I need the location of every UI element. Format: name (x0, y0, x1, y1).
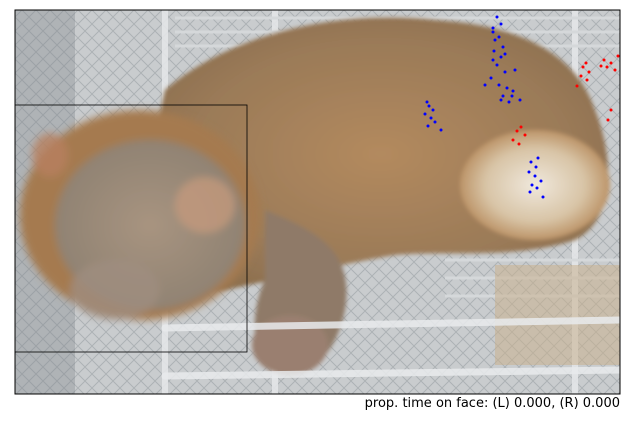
gaze-point-0-15 (510, 94, 514, 98)
face-time-caption: prop. time on face: (L) 0.000, (R) 0.000 (364, 396, 620, 411)
gaze-point-1-4 (585, 78, 589, 82)
gaze-point-1-9 (616, 54, 620, 58)
gaze-point-0-41 (518, 98, 522, 102)
gaze-point-1-14 (511, 138, 515, 142)
gaze-point-1-17 (609, 108, 613, 112)
gaze-point-0-28 (534, 165, 538, 169)
gaze-point-0-29 (527, 170, 531, 174)
gaze-point-1-11 (519, 125, 523, 129)
gaze-point-1-7 (609, 61, 613, 65)
gaze-point-0-12 (505, 86, 509, 90)
gaze-point-0-8 (495, 63, 499, 67)
gaze-point-1-15 (517, 142, 521, 146)
gaze-point-0-22 (429, 116, 433, 120)
gaze-point-0-40 (483, 83, 487, 87)
gaze-point-0-18 (425, 100, 429, 104)
gaze-point-0-9 (503, 70, 507, 74)
gaze-point-0-25 (439, 128, 443, 132)
gaze-point-0-10 (489, 76, 493, 80)
gaze-point-0-32 (530, 183, 534, 187)
gaze-point-1-13 (523, 133, 527, 137)
gaze-point-0-17 (507, 100, 511, 104)
gaze-point-0-36 (491, 26, 495, 30)
gaze-point-0-13 (511, 89, 515, 93)
gaze-point-1-1 (581, 65, 585, 69)
gaze-point-0-35 (541, 195, 545, 199)
gaze-point-0-19 (427, 104, 431, 108)
gaze-point-1-3 (579, 74, 583, 78)
gaze-point-0-33 (535, 186, 539, 190)
gaze-point-0-27 (529, 160, 533, 164)
gaze-point-0-16 (499, 98, 503, 102)
gaze-point-0-2 (491, 30, 495, 34)
gaze-point-1-8 (605, 65, 609, 69)
gaze-point-1-10 (613, 68, 617, 72)
gaze-point-1-6 (602, 58, 606, 62)
gaze-point-0-24 (426, 124, 430, 128)
gaze-point-0-11 (497, 83, 501, 87)
gaze-point-0-4 (501, 45, 505, 49)
plot-frame (14, 9, 621, 395)
gaze-point-0-30 (533, 174, 537, 178)
gaze-point-0-5 (492, 49, 496, 53)
gaze-point-0-31 (539, 179, 543, 183)
gaze-point-0-6 (499, 55, 503, 59)
gaze-point-0-21 (423, 112, 427, 116)
gaze-point-1-12 (515, 129, 519, 133)
gaze-point-0-7 (491, 58, 495, 62)
gaze-point-0-38 (503, 52, 507, 56)
gaze-point-0-0 (495, 15, 499, 19)
gaze-point-0-14 (501, 94, 505, 98)
gaze-point-0-34 (528, 190, 532, 194)
background-photo (15, 10, 620, 394)
gaze-point-0-39 (513, 68, 517, 72)
gaze-point-0-20 (431, 108, 435, 112)
gaze-point-1-0 (584, 61, 588, 65)
gaze-point-1-5 (575, 84, 579, 88)
gaze-point-0-26 (536, 156, 540, 160)
gaze-point-1-18 (599, 64, 603, 68)
gaze-point-0-3 (493, 38, 497, 42)
gaze-point-0-37 (497, 35, 501, 39)
gaze-point-1-16 (606, 118, 610, 122)
gaze-point-0-23 (433, 120, 437, 124)
gaze-point-0-1 (499, 22, 503, 26)
gaze-point-1-2 (587, 70, 591, 74)
